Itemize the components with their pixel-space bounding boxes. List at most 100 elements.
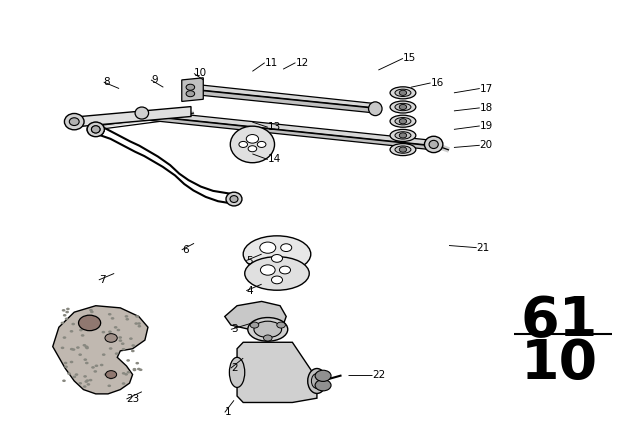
Circle shape [260, 242, 276, 253]
Circle shape [399, 119, 406, 124]
Circle shape [104, 373, 108, 376]
Circle shape [186, 90, 195, 97]
Circle shape [129, 337, 132, 340]
Ellipse shape [135, 107, 148, 119]
Circle shape [315, 380, 331, 391]
Text: 9: 9 [151, 75, 157, 85]
Ellipse shape [243, 236, 311, 272]
Ellipse shape [390, 143, 416, 155]
Ellipse shape [87, 122, 104, 137]
Circle shape [61, 309, 65, 312]
Ellipse shape [87, 122, 104, 136]
Circle shape [115, 352, 118, 355]
Text: 10: 10 [194, 69, 207, 78]
Circle shape [108, 384, 111, 387]
Circle shape [83, 358, 87, 361]
Circle shape [125, 318, 129, 320]
Circle shape [124, 373, 128, 375]
Circle shape [65, 318, 68, 320]
Circle shape [93, 370, 97, 373]
Circle shape [260, 265, 275, 275]
Circle shape [109, 347, 113, 350]
Circle shape [131, 344, 135, 347]
Circle shape [85, 346, 89, 349]
Circle shape [106, 370, 116, 379]
Circle shape [122, 372, 125, 375]
Polygon shape [142, 110, 431, 145]
Polygon shape [194, 90, 375, 113]
Polygon shape [182, 78, 204, 101]
Text: 61: 61 [521, 294, 598, 348]
Circle shape [91, 366, 95, 369]
Ellipse shape [390, 87, 416, 99]
Circle shape [61, 347, 65, 349]
Circle shape [399, 133, 406, 138]
Ellipse shape [424, 136, 443, 153]
Circle shape [281, 244, 292, 251]
Circle shape [84, 345, 88, 348]
Circle shape [121, 342, 125, 345]
Polygon shape [71, 107, 191, 127]
Circle shape [61, 322, 64, 324]
Text: 16: 16 [431, 78, 444, 88]
Ellipse shape [395, 117, 411, 125]
Ellipse shape [254, 321, 282, 337]
Circle shape [72, 323, 75, 325]
Circle shape [138, 325, 141, 327]
Ellipse shape [65, 113, 84, 130]
Circle shape [137, 368, 141, 370]
Circle shape [248, 146, 257, 152]
Ellipse shape [390, 129, 416, 142]
Circle shape [139, 369, 143, 371]
Circle shape [122, 348, 125, 350]
Ellipse shape [429, 140, 438, 149]
Text: 18: 18 [480, 103, 493, 113]
Ellipse shape [369, 102, 382, 116]
Circle shape [118, 336, 122, 339]
Ellipse shape [312, 374, 323, 388]
Circle shape [65, 311, 69, 313]
Circle shape [315, 370, 331, 381]
Circle shape [131, 350, 134, 352]
Text: 7: 7 [99, 275, 106, 285]
Circle shape [86, 379, 89, 382]
Circle shape [186, 84, 195, 90]
Circle shape [75, 373, 78, 376]
Circle shape [67, 372, 71, 375]
Text: 1: 1 [225, 407, 232, 418]
Text: 11: 11 [265, 58, 278, 68]
Circle shape [122, 382, 125, 385]
Ellipse shape [395, 132, 411, 139]
Ellipse shape [390, 115, 416, 127]
Circle shape [84, 380, 88, 383]
Circle shape [126, 359, 130, 362]
Ellipse shape [248, 318, 288, 341]
Ellipse shape [229, 358, 244, 388]
Circle shape [72, 348, 76, 351]
Circle shape [72, 375, 76, 378]
Circle shape [132, 369, 136, 371]
Text: 5: 5 [246, 255, 253, 266]
Circle shape [79, 329, 83, 332]
Circle shape [135, 315, 139, 318]
Circle shape [63, 336, 67, 339]
Circle shape [108, 331, 112, 333]
Ellipse shape [244, 257, 309, 290]
Text: 19: 19 [480, 121, 493, 131]
Ellipse shape [230, 126, 275, 163]
Polygon shape [52, 306, 148, 394]
Circle shape [257, 142, 266, 147]
Circle shape [239, 142, 248, 147]
Polygon shape [194, 84, 375, 108]
Text: 23: 23 [127, 394, 140, 404]
Circle shape [114, 326, 118, 329]
Text: 15: 15 [403, 53, 416, 64]
Text: 4: 4 [246, 286, 253, 296]
Ellipse shape [92, 126, 100, 133]
Ellipse shape [395, 103, 411, 111]
Ellipse shape [226, 192, 242, 206]
Circle shape [127, 371, 131, 374]
Circle shape [271, 276, 282, 284]
Circle shape [137, 322, 141, 325]
Circle shape [85, 362, 88, 364]
